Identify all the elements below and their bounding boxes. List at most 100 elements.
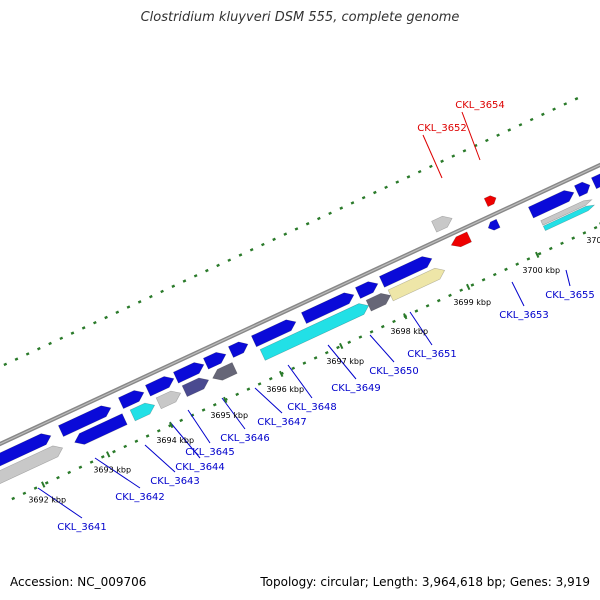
inner-tick bbox=[392, 319, 396, 324]
outer-tick bbox=[496, 133, 500, 137]
outer-tick bbox=[317, 216, 321, 221]
gene-arrow bbox=[300, 292, 355, 324]
gene-feature bbox=[387, 267, 446, 302]
leader-line bbox=[327, 344, 357, 380]
major-tick bbox=[223, 396, 228, 404]
label-leaders bbox=[37, 111, 571, 519]
gene-arrow bbox=[527, 190, 575, 219]
leader-line bbox=[369, 334, 395, 363]
gene-feature bbox=[129, 402, 156, 422]
gene-label: CKL_3645 bbox=[185, 447, 235, 458]
leader-line bbox=[461, 111, 481, 161]
gene-feature bbox=[57, 405, 112, 437]
gene-feature bbox=[300, 292, 355, 324]
inner-tick bbox=[100, 455, 105, 459]
gene-arrow bbox=[155, 390, 182, 410]
outer-tick bbox=[25, 352, 30, 356]
gene-arrow bbox=[227, 341, 249, 358]
inner-tick bbox=[11, 496, 16, 501]
outer-tick bbox=[81, 326, 86, 330]
gene-arrow bbox=[74, 413, 128, 445]
gene-arrow bbox=[0, 433, 52, 472]
gene-feature bbox=[181, 377, 210, 398]
outer-tick bbox=[417, 169, 422, 174]
kbp-label: 3694 kbp bbox=[156, 436, 194, 445]
gene-feature bbox=[227, 341, 249, 358]
outer-tick bbox=[48, 341, 52, 346]
gene-feature bbox=[250, 319, 297, 348]
gene-feature bbox=[0, 433, 52, 472]
inner-tick bbox=[459, 288, 464, 292]
leader-line bbox=[565, 269, 571, 287]
gene-label: CKL_3654 bbox=[455, 100, 505, 111]
outer-tick bbox=[216, 263, 220, 268]
inner-tick bbox=[67, 470, 72, 475]
gene-arrow bbox=[450, 231, 472, 248]
inner-tick bbox=[448, 293, 452, 298]
gene-label: CKL_3649 bbox=[331, 383, 381, 394]
outer-tick bbox=[227, 258, 232, 262]
gene-arrow bbox=[212, 362, 238, 381]
leader-line bbox=[511, 281, 525, 307]
outer-tick bbox=[93, 320, 97, 325]
kbp-label: 3693 kbp bbox=[93, 465, 131, 474]
outer-tick bbox=[563, 102, 568, 106]
outer-tick bbox=[126, 305, 131, 309]
kbp-label: 3698 kbp bbox=[390, 327, 428, 336]
kbp-label: 3696 kbp bbox=[266, 385, 304, 394]
inner-tick bbox=[156, 429, 161, 433]
outer-tick bbox=[339, 206, 344, 210]
outer-tick bbox=[104, 315, 108, 320]
leader-line bbox=[409, 311, 433, 346]
gene-arrow bbox=[250, 319, 297, 348]
outer-tick bbox=[373, 190, 377, 195]
kbp-tick-labels: 3692 kbp 3693 kbp 3694 kbp 3695 kbp 3696 kbp… bbox=[28, 222, 600, 505]
outer-tick bbox=[272, 237, 276, 242]
gene-label: CKL_3644 bbox=[175, 462, 225, 473]
inner-tick-row bbox=[11, 225, 598, 501]
kbp-label: 3701 kbp bbox=[586, 236, 600, 245]
kbp-label: 3692 kbp bbox=[28, 496, 66, 505]
inner-tick bbox=[537, 252, 542, 256]
inner-tick bbox=[235, 392, 240, 397]
major-tick bbox=[106, 451, 111, 458]
backbone-highlight bbox=[0, 164, 600, 445]
gene-arrow bbox=[57, 405, 112, 437]
outer-tick bbox=[283, 232, 288, 236]
gene-feature bbox=[202, 352, 227, 370]
gene-label: CKL_3642 bbox=[115, 492, 165, 503]
inner-tick bbox=[324, 350, 329, 355]
outer-tick bbox=[149, 294, 153, 299]
inner-tick bbox=[112, 449, 116, 454]
inner-tick bbox=[593, 225, 598, 230]
gene-arrow bbox=[181, 377, 210, 398]
gene-arrow bbox=[172, 362, 205, 384]
major-tick bbox=[169, 421, 174, 429]
outer-tick bbox=[384, 185, 388, 190]
inner-tick bbox=[336, 345, 340, 350]
gene-feature bbox=[172, 362, 205, 384]
gene-feature bbox=[354, 281, 379, 299]
inner-tick bbox=[414, 309, 419, 313]
gene-arrow bbox=[590, 166, 600, 190]
gene-label: CKL_3641 bbox=[57, 522, 107, 533]
outer-tick bbox=[3, 362, 8, 367]
gene-label: CKL_3643 bbox=[150, 476, 200, 487]
gene-arrow bbox=[144, 376, 175, 397]
outer-tick bbox=[574, 97, 579, 101]
inner-tick bbox=[179, 418, 184, 423]
inner-tick bbox=[78, 465, 83, 469]
leader-line bbox=[287, 364, 313, 399]
gene-arrow bbox=[117, 390, 145, 410]
inner-tick bbox=[313, 356, 318, 360]
inner-tick bbox=[89, 460, 94, 464]
gene-arrow bbox=[483, 195, 497, 208]
outer-tick bbox=[193, 274, 198, 278]
inner-tick bbox=[571, 236, 576, 240]
leader-line bbox=[37, 487, 83, 519]
gene-feature bbox=[483, 195, 497, 208]
outer-tick bbox=[350, 201, 355, 205]
feature-track bbox=[0, 166, 600, 487]
